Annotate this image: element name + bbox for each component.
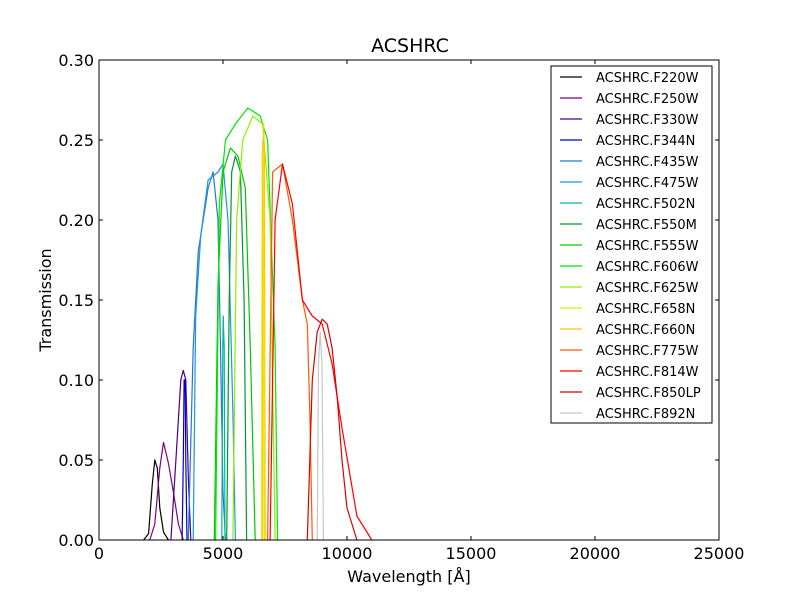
series-line-10 [232, 115, 276, 541]
y-tick-label: 0.30 [58, 51, 94, 70]
axis-ticks: 0 5000 10000 15000 20000 25000 0.00 0.05 0.10 0.1… [58, 51, 744, 563]
legend: ACSHRC.F220W ACSHRC.F250W ACSHRC.F330W ACSH… [550, 65, 713, 424]
legend-label-5: ACSHRC.F475W [596, 176, 699, 191]
series-line-1 [149, 441, 184, 541]
series-line-5 [192, 163, 236, 541]
legend-label-6: ACSHRC.F502N [596, 197, 695, 212]
legend-label-7: ACSHRC.F550M [596, 218, 697, 233]
series-line-16 [316, 331, 324, 541]
legend-label-11: ACSHRC.F658N [596, 302, 695, 317]
x-tick-label: 20000 [570, 544, 621, 563]
legend-label-4: ACSHRC.F435W [596, 155, 699, 170]
legend-label-12: ACSHRC.F660N [596, 323, 695, 338]
legend-label-10: ACSHRC.F625W [596, 281, 699, 296]
x-axis-label: Wavelength [Å] [347, 567, 470, 586]
legend-label-3: ACSHRC.F344N [596, 134, 695, 149]
y-tick-label: 0.00 [58, 531, 94, 550]
series-line-7 [226, 155, 248, 541]
x-tick-label: 5000 [203, 544, 244, 563]
legend-label-15: ACSHRC.F850LP [596, 386, 701, 401]
series-line-13 [267, 163, 313, 541]
series-lines [143, 107, 373, 541]
x-tick-label: 25000 [694, 544, 745, 563]
legend-label-9: ACSHRC.F606W [596, 260, 699, 275]
y-tick-label: 0.05 [58, 451, 94, 470]
y-tick-label: 0.15 [58, 291, 94, 310]
legend-label-13: ACSHRC.F775W [596, 344, 699, 359]
y-tick-label: 0.10 [58, 371, 94, 390]
series-line-3 [181, 379, 188, 541]
series-line-0 [143, 459, 169, 541]
series-line-6 [221, 315, 226, 541]
legend-label-8: ACSHRC.F555W [596, 239, 699, 254]
y-tick-label: 0.25 [58, 131, 94, 150]
y-axis-label: Transmission [36, 248, 55, 352]
series-line-12 [261, 123, 266, 541]
legend-label-2: ACSHRC.F330W [596, 113, 699, 128]
legend-label-14: ACSHRC.F814W [596, 365, 699, 380]
series-line-14 [269, 163, 373, 541]
legend-label-0: ACSHRC.F220W [596, 71, 699, 86]
x-tick-label: 10000 [322, 544, 373, 563]
y-tick-label: 0.20 [58, 211, 94, 230]
chart-title: ACSHRC [371, 35, 449, 57]
series-line-4 [187, 171, 227, 541]
x-tick-label: 15000 [446, 544, 497, 563]
series-line-2 [170, 369, 192, 541]
x-tick-label: 0 [94, 544, 104, 563]
legend-label-1: ACSHRC.F250W [596, 92, 699, 107]
series-line-15 [306, 318, 358, 541]
series-line-9 [215, 107, 279, 541]
legend-label-16: ACSHRC.F892N [596, 407, 695, 422]
